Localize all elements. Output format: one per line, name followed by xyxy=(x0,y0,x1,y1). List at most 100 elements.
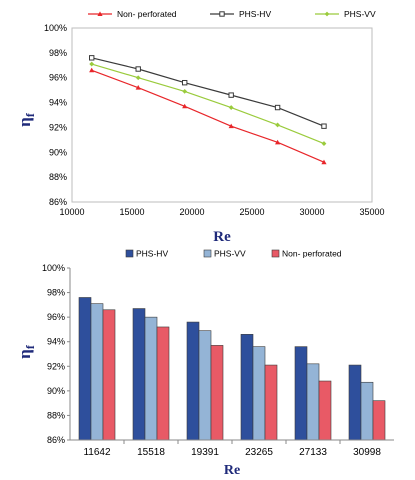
line-series-point xyxy=(182,103,188,109)
bar-chart-x-tick-label: 27133 xyxy=(299,447,327,458)
bar-legend-label: PHS-VV xyxy=(214,249,246,259)
bar xyxy=(318,380,332,441)
line-series-0 xyxy=(89,67,327,165)
bar-chart-y-ticks: 86% 88% 90% 92% 94% 96% 98% 100% xyxy=(42,263,70,445)
line-chart-x-axis-title: Re xyxy=(213,229,231,245)
bar-legend-label: Non- perforated xyxy=(282,249,342,259)
bar-chart-y-tick-label: 94% xyxy=(47,337,65,347)
bar-chart-x-tick-label: 30998 xyxy=(353,447,381,458)
bar xyxy=(372,400,386,441)
bar xyxy=(360,381,374,441)
line-chart-plot-area xyxy=(71,27,373,203)
bar-chart: PHS-HV PHS-VV Non- perforated 86% 88% 90% 92%… xyxy=(15,249,394,478)
line-series-path xyxy=(91,63,325,145)
line-series-point xyxy=(135,85,141,90)
line-legend-label: Non- perforated xyxy=(117,9,177,19)
line-chart-x-tick-label: 15000 xyxy=(119,207,144,217)
bar xyxy=(144,316,158,441)
line-series-point xyxy=(274,139,281,145)
bar-chart-x-tick-label: 15518 xyxy=(137,447,165,458)
line-chart-y-tick-label: 90% xyxy=(49,147,67,157)
line-series-point xyxy=(228,92,234,98)
line-series-point xyxy=(89,55,95,61)
bar xyxy=(252,346,266,441)
line-legend-label: PHS-VV xyxy=(344,9,376,19)
line-chart-y-tick-label: 86% xyxy=(49,197,67,207)
bar xyxy=(348,364,362,441)
line-chart-y-tick-label: 96% xyxy=(49,73,67,83)
line-legend-marker xyxy=(324,11,330,17)
line-series-point xyxy=(275,122,280,128)
bar-legend-swatch xyxy=(203,249,212,258)
line-series-point xyxy=(181,79,188,86)
bar-legend-swatch xyxy=(271,249,280,258)
line-chart-x-tick-label: 30000 xyxy=(299,207,324,217)
bar-chart-y-tick-label: 98% xyxy=(47,288,65,298)
line-chart-y-axis-title-eta: η xyxy=(15,117,34,127)
line-series-point xyxy=(321,123,327,129)
line-chart-y-ticks: 86% 88% 90% 92% 94% 96% 98% 100% xyxy=(44,23,67,207)
bar-chart-y-axis-title-eta: η xyxy=(15,349,34,359)
bar xyxy=(78,297,92,441)
bar xyxy=(294,346,308,441)
line-legend-label: PHS-HV xyxy=(239,9,271,19)
bar xyxy=(102,309,116,441)
line-series-point xyxy=(135,75,141,81)
line-legend-marker xyxy=(97,11,103,16)
bar-chart-x-tick-label: 11642 xyxy=(83,447,111,458)
bar xyxy=(306,363,320,441)
line-series-point xyxy=(274,104,281,111)
line-series-point xyxy=(89,67,95,73)
bar-chart-y-tick-label: 100% xyxy=(42,263,65,273)
line-series-point xyxy=(135,66,141,72)
line-chart-x-tick-label: 20000 xyxy=(179,207,204,217)
bar xyxy=(132,308,146,441)
bar-chart-y-tick-label: 86% xyxy=(47,435,65,445)
bar xyxy=(264,364,278,441)
line-legend-marker xyxy=(219,11,225,17)
line-chart-y-axis-title: ηf xyxy=(15,112,37,127)
bar-chart-bars xyxy=(78,297,386,441)
line-chart-y-tick-label: 94% xyxy=(49,98,67,108)
bar-chart-x-tick-label: 23265 xyxy=(245,447,273,458)
line-series-point xyxy=(228,123,234,129)
line-series-path xyxy=(91,57,325,127)
bar-chart-x-tick-label: 19391 xyxy=(191,447,219,458)
bar-chart-x-ticks: 11642 15518 19391 23265 27133 30998 xyxy=(83,440,381,458)
bar xyxy=(240,334,254,441)
line-series-path xyxy=(91,69,325,163)
bar-chart-x-axis-title: Re xyxy=(224,463,240,478)
line-chart-x-tick-label: 35000 xyxy=(359,207,384,217)
line-series-point xyxy=(228,105,234,110)
bar xyxy=(90,303,104,441)
line-chart-y-tick-label: 98% xyxy=(49,48,67,58)
bar-chart-y-axis-title-sub: f xyxy=(23,344,37,349)
bar xyxy=(210,345,224,441)
line-chart-x-ticks: 10000 15000 20000 25000 30000 35000 xyxy=(59,207,384,217)
line-chart-x-tick-label: 10000 xyxy=(59,207,84,217)
line-series-2 xyxy=(89,61,327,146)
line-chart-y-tick-label: 88% xyxy=(49,172,67,182)
bar-chart-y-tick-label: 92% xyxy=(47,361,65,371)
line-series-point xyxy=(182,88,188,94)
bar xyxy=(156,326,170,441)
line-series-point xyxy=(89,61,95,67)
bar xyxy=(198,330,212,441)
bar xyxy=(186,321,200,441)
bar-chart-y-tick-label: 90% xyxy=(47,386,65,396)
line-chart-y-tick-label: 100% xyxy=(44,23,67,33)
bar-legend-swatch xyxy=(125,249,134,258)
line-chart: Non- perforated PHS-HV PHS-VV 86% 88% 90% 92%… xyxy=(15,9,385,245)
line-chart-legend: Non- perforated PHS-HV PHS-VV xyxy=(88,9,376,19)
line-chart-x-tick-label: 25000 xyxy=(239,207,264,217)
bar-chart-y-axis-title: ηf xyxy=(15,344,37,359)
line-series-1 xyxy=(89,55,327,129)
line-chart-series xyxy=(89,55,327,165)
bar-chart-y-tick-label: 96% xyxy=(47,312,65,322)
line-chart-y-tick-label: 92% xyxy=(49,122,67,132)
line-series-point xyxy=(321,159,327,165)
line-series-point xyxy=(321,141,327,146)
line-chart-y-axis-title-sub: f xyxy=(23,112,37,117)
bar-chart-legend: PHS-HV PHS-VV Non- perforated xyxy=(125,249,342,259)
